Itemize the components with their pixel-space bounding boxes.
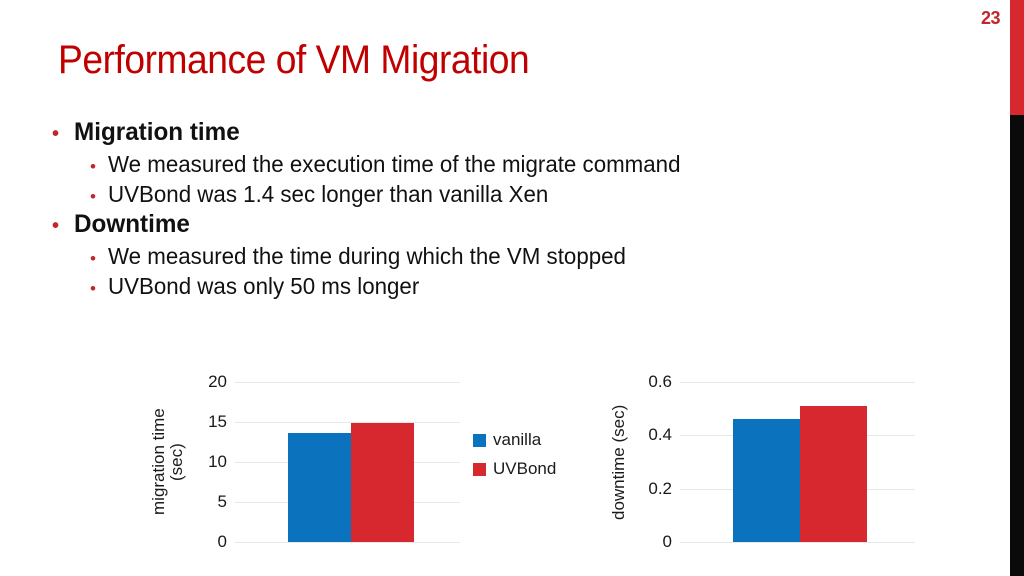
bullet-level2-item: • UVBond was 1.4 sec longer than vanilla… <box>52 181 952 208</box>
chart-legend-label: UVBond <box>493 459 557 478</box>
bullet-level2-label: We measured the time during which the VM… <box>108 243 626 270</box>
bullet-dot-icon: • <box>90 186 96 206</box>
bullet-dot-icon: • <box>90 279 96 299</box>
slide-body: • Migration time • We measured the execu… <box>52 118 952 303</box>
chart-bar <box>732 419 800 542</box>
chart-legend-item: vanilla <box>473 430 556 450</box>
chart-y-tick-label: 10 <box>208 452 227 471</box>
chart-gridline: 15 <box>208 412 460 431</box>
bullet-level1-label: Downtime <box>74 210 190 239</box>
chart-bar <box>350 422 414 542</box>
page-title: Performance of VM Migration <box>58 38 530 82</box>
bullet-dot-icon: • <box>52 123 60 145</box>
chart-plot-area: 0 0.2 0.4 0.6 <box>648 372 915 551</box>
chart-y-tick-label: 0 <box>217 532 227 551</box>
chart-y-axis-label: migration time (sec) <box>149 408 186 516</box>
chart-gridline: 0 <box>218 532 460 551</box>
chart-bar <box>287 433 351 542</box>
slide-number: 23 <box>980 8 1001 28</box>
bullet-level2-label: UVBond was 1.4 sec longer than vanilla X… <box>108 180 549 207</box>
chart-legend-item: UVBond <box>473 459 556 479</box>
chart-legend-label: vanilla <box>493 430 542 449</box>
bullet-level2-item: • UVBond was only 50 ms longer <box>52 273 952 300</box>
right-edge-red-bar <box>1010 0 1024 115</box>
chart-gridline: 0.6 <box>648 372 915 391</box>
bullet-level1-label: Migration time <box>74 118 240 146</box>
bullet-level2-label: UVBond was only 50 ms longer <box>108 273 420 300</box>
bullet-level2-label: We measured the execution time of the mi… <box>108 151 681 177</box>
bullet-level2-item: • We measured the execution time of the … <box>52 151 952 178</box>
chart-y-tick-label: 5 <box>217 492 227 511</box>
downtime-chart: downtime (sec) 0 0.2 0.4 0.6 <box>600 368 930 568</box>
chart-y-tick-label: 0.4 <box>648 425 672 445</box>
bullet-level2-item: • We measured the time during which the … <box>52 243 952 270</box>
legend-swatch-icon <box>473 462 486 476</box>
chart-y-tick-label: 0 <box>662 532 672 551</box>
bullet-level1-downtime: • Downtime <box>52 210 952 239</box>
chart-y-tick-label: 20 <box>208 372 227 391</box>
bullet-dot-icon: • <box>90 249 96 269</box>
right-edge-black-bar <box>1010 115 1024 576</box>
chart-y-axis-label: downtime (sec) <box>609 404 628 520</box>
chart-legend: vanilla UVBond <box>473 430 556 488</box>
bullet-dot-icon: • <box>52 215 60 238</box>
chart-y-tick-label: 15 <box>208 412 227 431</box>
chart-bar <box>799 406 867 542</box>
bullet-dot-icon: • <box>90 157 96 176</box>
chart-y-tick-label: 0.6 <box>648 372 672 391</box>
chart-gridline: 20 <box>208 372 460 391</box>
legend-swatch-icon <box>473 433 486 447</box>
chart-gridline: 0 <box>663 532 915 551</box>
bullet-level1-migration-time: • Migration time <box>52 118 952 147</box>
migration-time-chart: migration time (sec) 0 5 10 15 20 vanilla UVB… <box>140 368 580 568</box>
chart-plot-area: 0 5 10 15 20 <box>208 372 460 551</box>
chart-y-tick-label: 0.2 <box>648 478 672 498</box>
